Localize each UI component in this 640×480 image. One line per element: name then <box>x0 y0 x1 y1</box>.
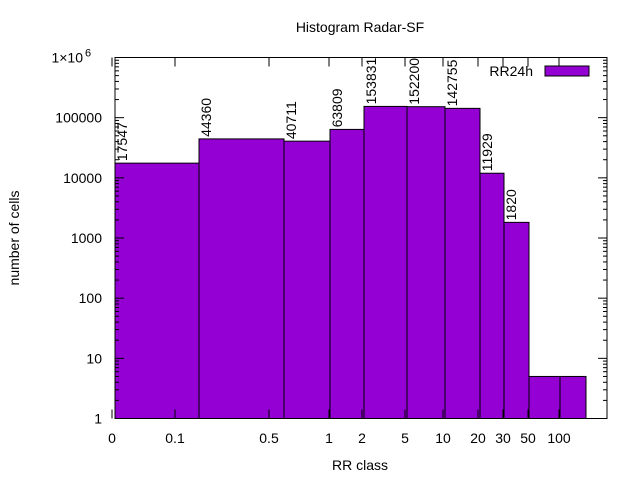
x-tick-label: 1 <box>325 430 333 446</box>
bar-value-label: 11929 <box>479 133 495 171</box>
x-tick-label: 0.1 <box>165 430 185 446</box>
y-tick-label: 100 <box>79 290 103 306</box>
x-ticks-group: 0 0.1 0.5 1 2 5 10 20 30 50 100 <box>108 57 571 446</box>
bars-group <box>114 105 587 420</box>
x-tick-label: 2 <box>358 430 366 446</box>
legend-swatch <box>544 65 590 77</box>
histogram-bar <box>406 106 446 420</box>
y-axis-label: number of cells <box>6 191 22 286</box>
y-ticks-group: 1 10 100 1000 10000 100000 1×10 6 <box>51 48 607 427</box>
bar-value-label: 142755 <box>444 59 460 106</box>
y-tick-label: 100000 <box>55 110 102 126</box>
legend-label: RR24h <box>489 63 533 79</box>
bar-value-label: 44360 <box>198 98 214 137</box>
histogram-bar <box>444 107 481 420</box>
y-tick-label-top: 1×10 <box>51 50 83 66</box>
y-tick-label: 10000 <box>63 170 102 186</box>
bar-value-label: 17547 <box>114 122 130 161</box>
histogram-bar <box>479 172 505 419</box>
bar-labels-group: 17547 44360 40711 63809 153831 152200 142755 11… <box>114 57 519 220</box>
legend: RR24h <box>489 63 590 79</box>
y-tick-label: 10 <box>86 350 102 366</box>
bar-value-label: 63809 <box>329 88 345 127</box>
x-tick-label: 5 <box>401 430 409 446</box>
histogram-bar <box>198 138 285 419</box>
x-tick-label: 20 <box>470 430 486 446</box>
x-tick-label: 10 <box>435 430 451 446</box>
x-tick-label: 0.5 <box>259 430 279 446</box>
bar-value-label: 40711 <box>283 101 299 139</box>
y-tick-label: 1000 <box>71 230 102 246</box>
bar-value-label: 152200 <box>406 58 422 105</box>
x-tick-label: 100 <box>547 430 571 446</box>
bar-value-label: 153831 <box>363 57 379 104</box>
histogram-bar <box>559 375 587 420</box>
chart-title: Histogram Radar-SF <box>296 19 424 35</box>
histogram-bar <box>329 128 365 419</box>
bar-value-label: 1820 <box>503 189 519 220</box>
x-tick-label: 30 <box>495 430 511 446</box>
x-tick-label: 50 <box>520 430 536 446</box>
histogram-bar <box>114 162 200 419</box>
histogram-bar <box>283 140 331 419</box>
y-tick-label: 1 <box>94 411 102 427</box>
y-tick-label-exponent: 6 <box>85 48 91 60</box>
histogram-bar <box>363 105 408 419</box>
x-tick-label: 0 <box>108 430 116 446</box>
plot-border <box>114 57 608 419</box>
x-axis-label: RR class <box>332 457 388 473</box>
histogram-bar <box>503 221 530 419</box>
histogram-bar <box>528 375 561 420</box>
